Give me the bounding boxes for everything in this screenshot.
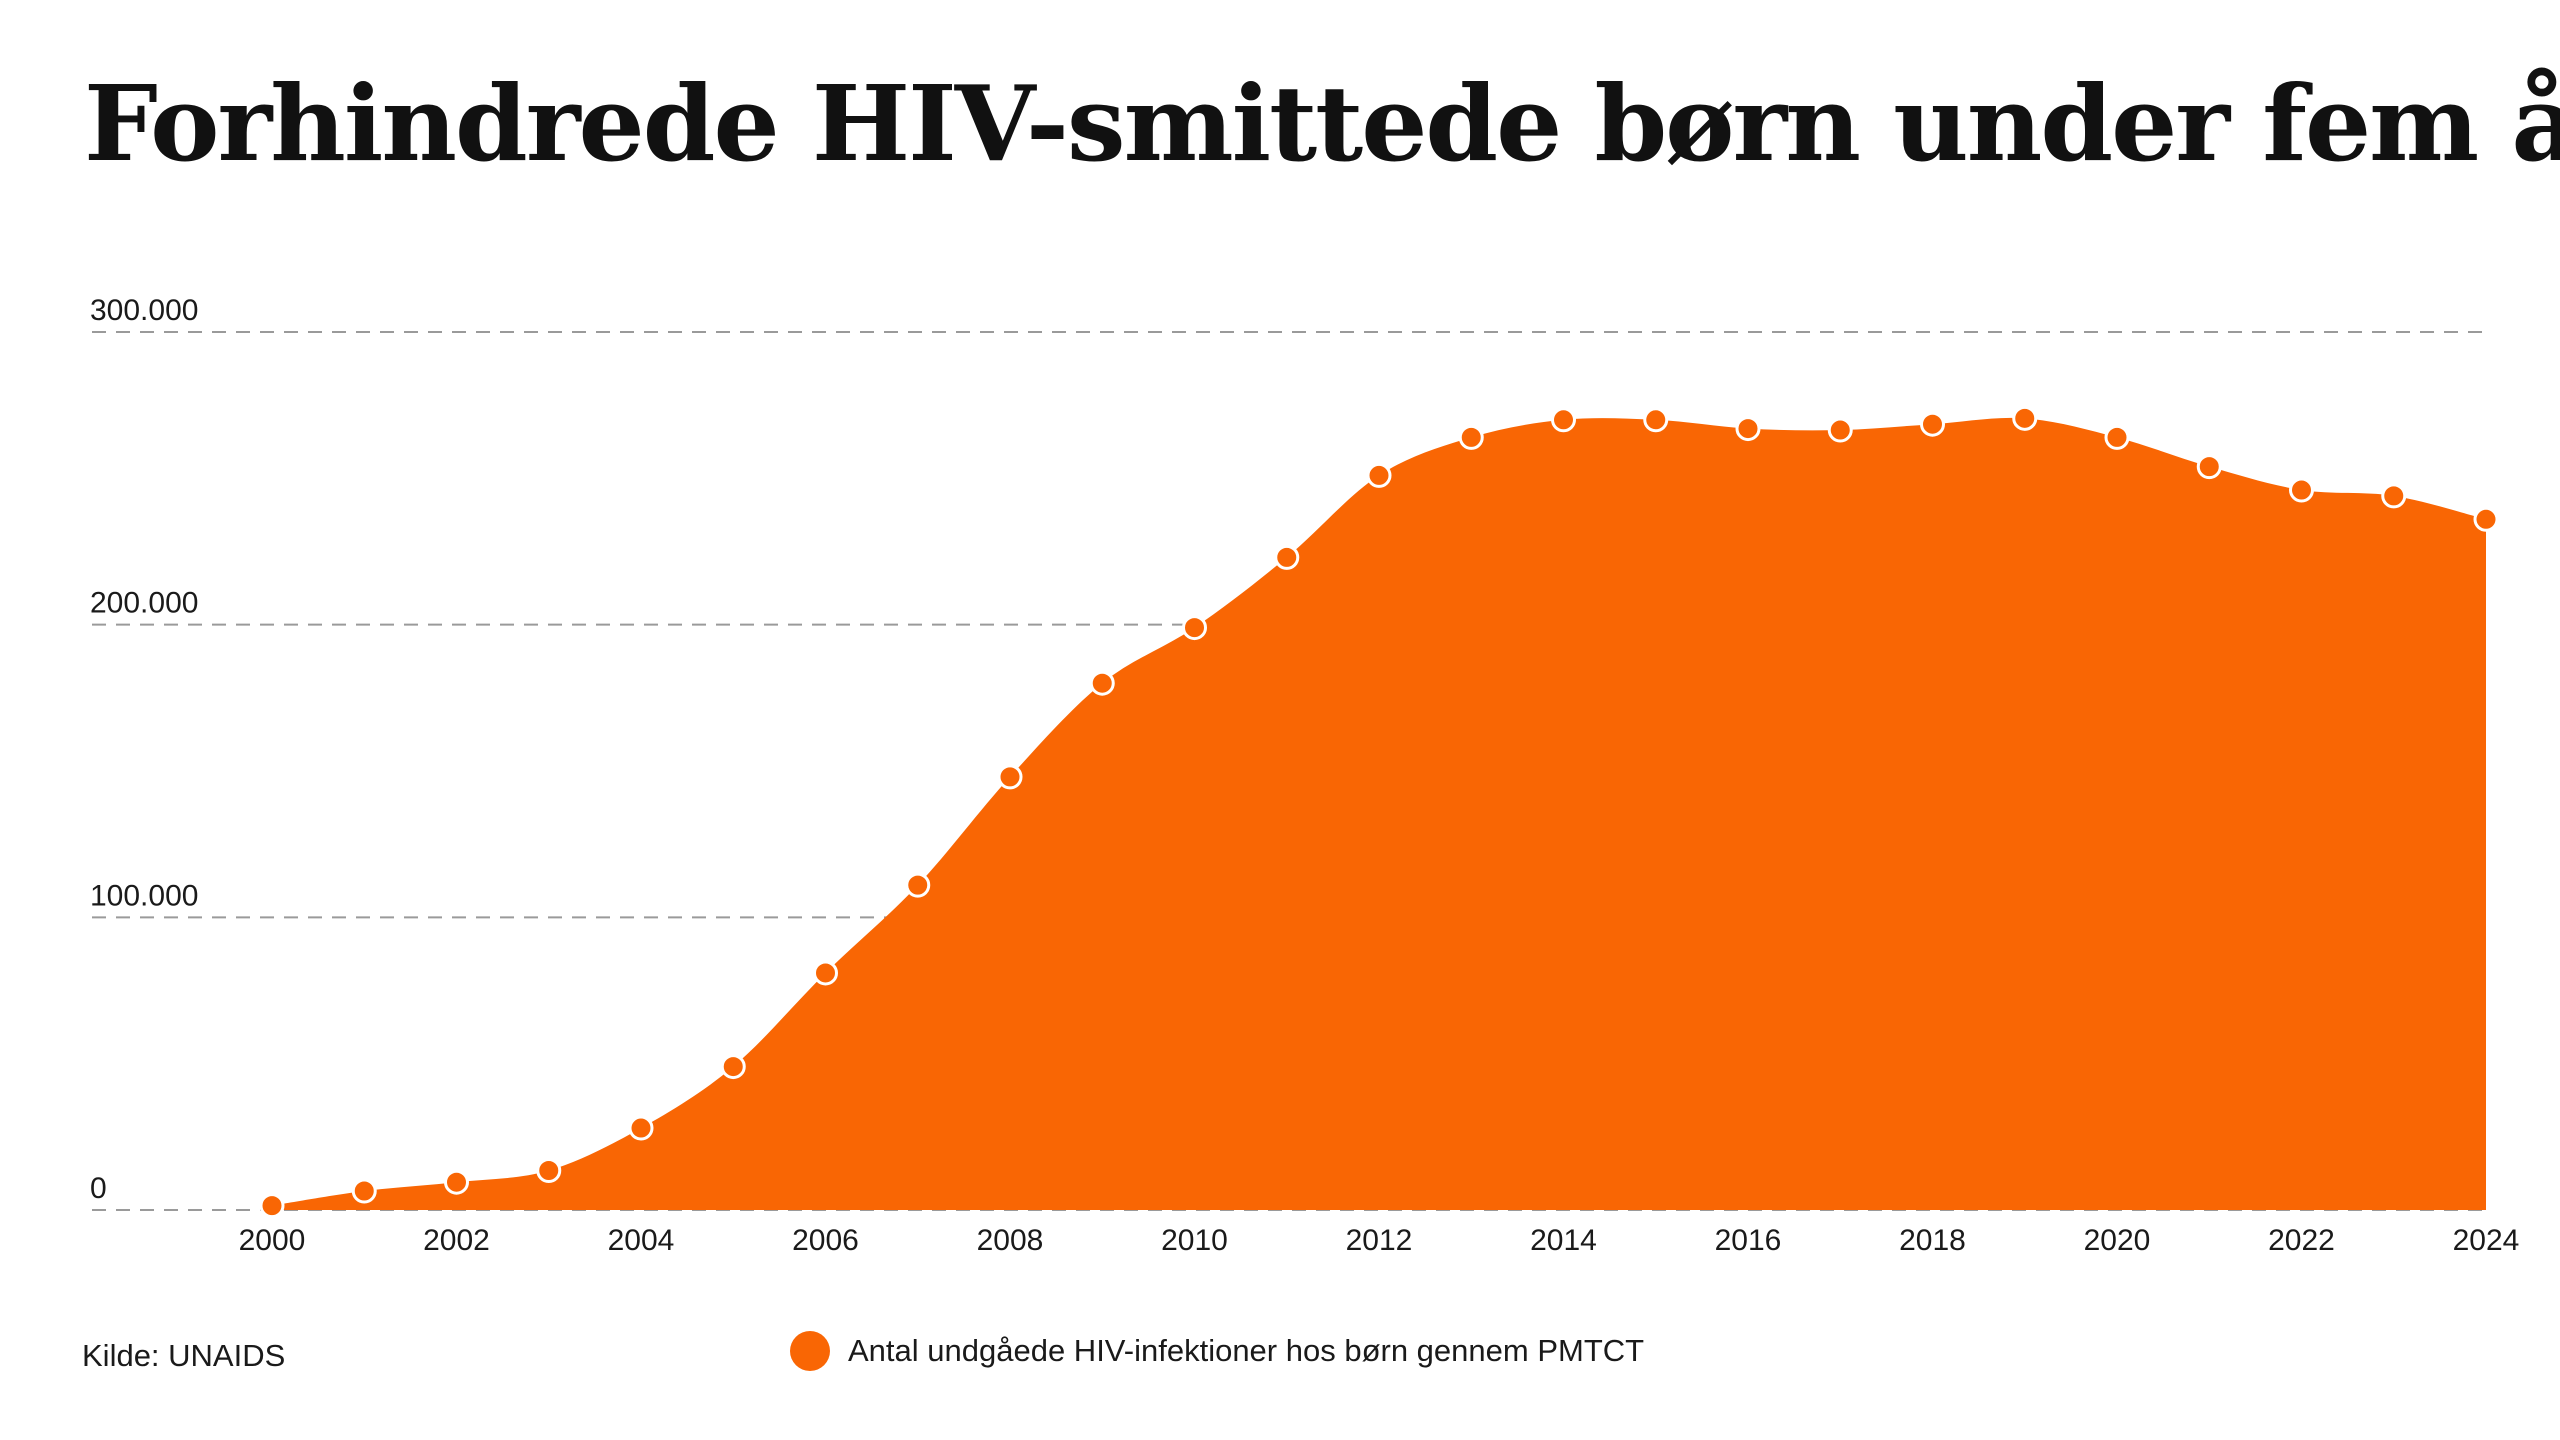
y-tick-label: 200.000 bbox=[90, 587, 198, 620]
x-tick-label: 2000 bbox=[239, 1224, 306, 1257]
data-point-2021 bbox=[2196, 454, 2222, 480]
data-point-2006 bbox=[813, 960, 838, 986]
y-tick-label: 0 bbox=[90, 1172, 107, 1205]
data-point-2018 bbox=[1920, 411, 1945, 437]
x-tick-label: 2002 bbox=[423, 1224, 490, 1257]
data-point-2011 bbox=[1274, 544, 1300, 570]
data-point-2003 bbox=[536, 1157, 562, 1183]
legend: Antal undgåede HIV-infektioner hos børn … bbox=[790, 1331, 1644, 1371]
data-point-2019 bbox=[2012, 405, 2038, 431]
data-point-2013 bbox=[1458, 424, 1484, 450]
data-points bbox=[259, 405, 2499, 1219]
y-tick-label: 300.000 bbox=[90, 294, 198, 327]
data-point-2017 bbox=[1827, 417, 1853, 443]
x-tick-label: 2006 bbox=[792, 1224, 859, 1257]
x-tick-label: 2010 bbox=[1161, 1224, 1228, 1257]
data-point-2002 bbox=[444, 1169, 469, 1195]
data-point-2010 bbox=[1182, 615, 1207, 641]
area-series bbox=[272, 417, 2486, 1210]
x-tick-label: 2014 bbox=[1530, 1224, 1597, 1257]
data-point-2023 bbox=[2381, 483, 2407, 509]
x-tick-label: 2016 bbox=[1715, 1224, 1782, 1257]
data-point-2020 bbox=[2104, 424, 2130, 450]
data-point-2005 bbox=[720, 1054, 746, 1080]
data-point-2015 bbox=[1643, 407, 1669, 433]
x-tick-label: 2012 bbox=[1346, 1224, 1413, 1257]
x-tick-label: 2024 bbox=[2453, 1224, 2520, 1257]
series-area bbox=[272, 417, 2486, 1210]
chart-title: Forhindrede HIV-smittede børn under fem … bbox=[84, 62, 2560, 185]
x-tick-label: 2022 bbox=[2268, 1224, 2335, 1257]
source-note: Kilde: UNAIDS bbox=[82, 1338, 286, 1373]
data-point-2000 bbox=[259, 1193, 285, 1219]
data-point-2004 bbox=[628, 1115, 654, 1141]
legend-label: Antal undgåede HIV-infektioner hos børn … bbox=[848, 1333, 1645, 1368]
data-point-2007 bbox=[905, 872, 931, 898]
x-axis-ticks: 2000 2002 2004 2006 2008 2010 2012 2014 2016 2018… bbox=[239, 1224, 2520, 1257]
data-point-2001 bbox=[351, 1178, 377, 1204]
y-tick-label: 100.000 bbox=[90, 879, 198, 912]
y-axis-ticks: 0 100.000 200.000 300.000 bbox=[90, 294, 198, 1205]
data-point-2016 bbox=[1735, 416, 1761, 442]
data-point-2022 bbox=[2289, 477, 2314, 503]
x-tick-label: 2008 bbox=[977, 1224, 1044, 1257]
x-tick-label: 2004 bbox=[608, 1224, 675, 1257]
legend-swatch bbox=[790, 1331, 830, 1371]
x-tick-label: 2020 bbox=[2084, 1224, 2151, 1257]
data-point-2012 bbox=[1366, 462, 1392, 488]
data-point-2009 bbox=[1089, 670, 1115, 696]
data-point-2024 bbox=[2473, 506, 2499, 532]
data-point-2014 bbox=[1551, 407, 1576, 433]
data-point-2008 bbox=[997, 764, 1023, 790]
x-tick-label: 2018 bbox=[1899, 1224, 1966, 1257]
